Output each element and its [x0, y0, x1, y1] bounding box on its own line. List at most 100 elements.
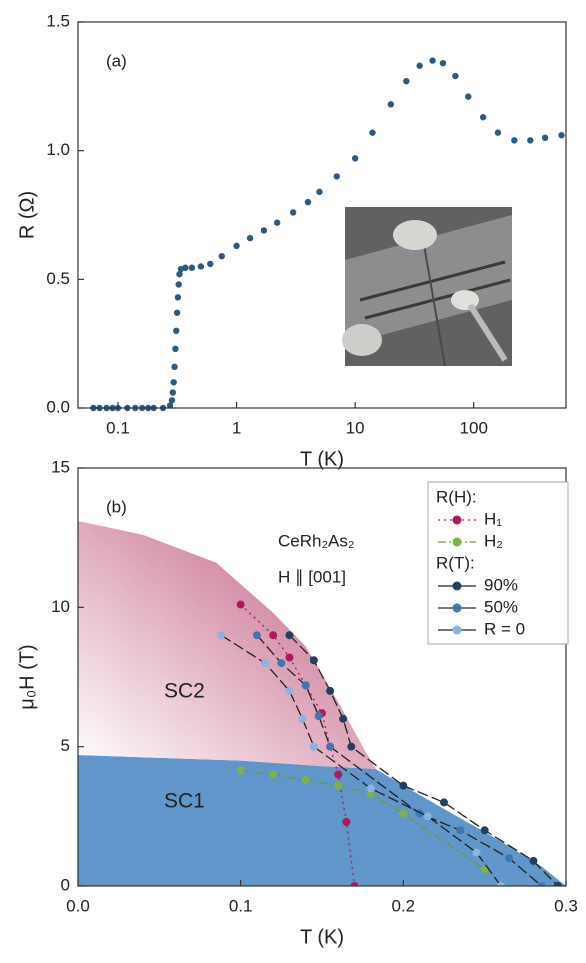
- legend-group-title: R(T):: [436, 553, 475, 572]
- legend-label: 90%: [484, 575, 518, 594]
- data-point: [529, 857, 537, 865]
- data-point: [189, 265, 195, 271]
- data-point: [527, 137, 533, 143]
- data-point: [169, 397, 175, 403]
- data-point: [310, 656, 318, 664]
- legend-marker: [453, 538, 462, 547]
- data-point: [480, 114, 486, 120]
- data-point: [388, 101, 394, 107]
- data-point: [182, 265, 188, 271]
- data-point: [302, 776, 310, 784]
- x-tick-label: 1: [232, 418, 241, 437]
- y-axis-label: R (Ω): [16, 191, 38, 239]
- data-point: [511, 137, 517, 143]
- data-point: [171, 364, 177, 370]
- data-point: [217, 631, 225, 639]
- data-point: [198, 263, 204, 269]
- legend-label: H₁: [484, 509, 502, 528]
- data-point: [285, 631, 293, 639]
- legend: R(H): H₁ H₂ R(T): 90% 50% R = 0: [428, 482, 568, 644]
- data-point: [558, 132, 564, 138]
- annotation: CeRh₂As₂: [278, 531, 355, 550]
- data-point: [172, 346, 178, 352]
- data-point: [269, 771, 277, 779]
- data-point: [440, 798, 448, 806]
- phase-region: [78, 521, 376, 769]
- data-point: [416, 63, 422, 69]
- panel-label: (b): [106, 497, 127, 516]
- data-point: [170, 389, 176, 395]
- data-point: [219, 253, 225, 259]
- data-point: [456, 826, 464, 834]
- legend-label: 50%: [484, 597, 518, 616]
- figure: 0.11101000.00.51.01.5T (K)R (Ω)(a) SC2SC…: [0, 0, 586, 963]
- phase-region: [78, 755, 566, 886]
- data-point: [274, 220, 280, 226]
- data-point: [237, 601, 245, 609]
- data-point: [429, 57, 435, 63]
- data-point: [452, 73, 458, 79]
- data-point: [334, 782, 342, 790]
- data-point: [473, 849, 481, 857]
- x-tick-label: 0.2: [392, 896, 416, 915]
- y-tick-label: 15: [51, 457, 70, 476]
- data-point: [352, 155, 358, 161]
- data-point: [399, 782, 407, 790]
- y-tick-label: 10: [51, 597, 70, 616]
- data-point: [495, 129, 501, 135]
- data-point: [326, 743, 334, 751]
- y-tick-label: 1.5: [46, 11, 70, 30]
- legend-marker: [453, 626, 462, 635]
- y-tick-label: 0.0: [46, 397, 70, 416]
- x-tick-label: 0.1: [106, 418, 130, 437]
- data-point: [465, 93, 471, 99]
- legend-marker: [453, 582, 462, 591]
- x-tick-label: 100: [460, 418, 488, 437]
- data-point: [315, 712, 323, 720]
- data-point: [233, 243, 239, 249]
- x-tick-label: 0.1: [229, 896, 253, 915]
- data-point: [542, 135, 548, 141]
- region-label: SC1: [164, 790, 205, 813]
- data-point: [174, 310, 180, 316]
- data-point: [269, 631, 277, 639]
- x-tick-label: 10: [346, 418, 365, 437]
- data-point: [334, 173, 340, 179]
- data-point: [334, 771, 342, 779]
- data-point: [175, 294, 181, 300]
- data-point: [277, 659, 285, 667]
- data-point: [342, 818, 350, 826]
- data-point: [481, 826, 489, 834]
- data-point: [285, 687, 293, 695]
- data-point: [310, 743, 318, 751]
- data-point: [326, 687, 334, 695]
- y-axis-label: μ₀H (T): [16, 644, 38, 709]
- data-point: [367, 784, 375, 792]
- region-label: SC2: [164, 680, 205, 703]
- data-point: [253, 631, 261, 639]
- data-point: [261, 659, 269, 667]
- legend-group-title: R(H):: [436, 487, 477, 506]
- data-point: [347, 743, 355, 751]
- annotation: H ∥ [001]: [278, 567, 346, 586]
- legend-label: H₂: [484, 531, 503, 550]
- data-point: [316, 189, 322, 195]
- data-point: [237, 766, 245, 774]
- data-point: [505, 854, 513, 862]
- data-point: [424, 812, 432, 820]
- data-point: [207, 261, 213, 267]
- x-axis-label: T (K): [300, 448, 344, 470]
- data-point: [285, 653, 293, 661]
- panel-label: (a): [106, 51, 127, 70]
- data-point: [369, 129, 375, 135]
- y-tick-label: 5: [61, 736, 70, 755]
- legend-marker: [453, 516, 462, 525]
- legend-label: R = 0: [484, 619, 525, 638]
- data-point: [173, 328, 179, 334]
- x-tick-label: 0.0: [66, 896, 90, 915]
- data-point: [298, 715, 306, 723]
- data-point: [403, 78, 409, 84]
- data-point: [171, 379, 177, 385]
- x-tick-label: 0.3: [554, 896, 578, 915]
